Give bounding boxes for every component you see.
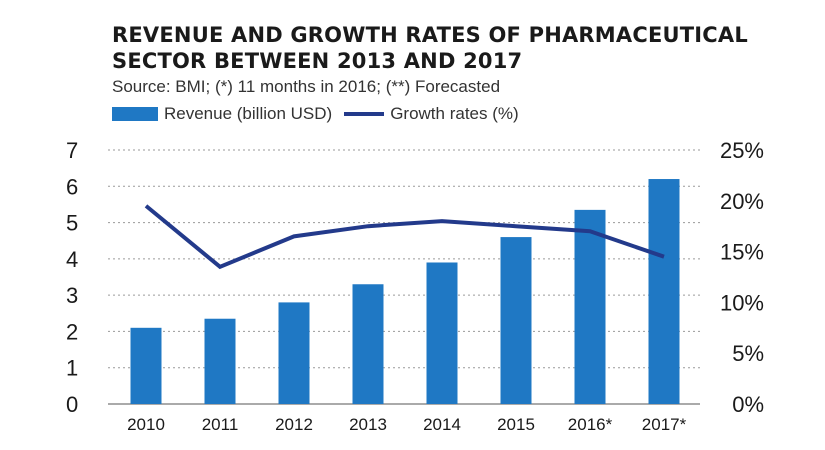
y-left-tick-label: 6	[66, 174, 78, 199]
y-right-tick-label: 15%	[720, 240, 764, 265]
bar-revenue	[352, 284, 384, 404]
chart-subtitle: Source: BMI; (*) 11 months in 2016; (**)…	[112, 77, 501, 96]
chart-title: REVENUE AND GROWTH RATES OF PHARMACEUTIC…	[112, 22, 752, 74]
bar-revenue	[648, 179, 680, 404]
bar-revenue	[130, 327, 162, 404]
y-right-tick-label: 0%	[732, 392, 764, 417]
x-tick-label: 2017*	[642, 415, 687, 434]
y-left-tick-label: 0	[66, 392, 78, 417]
bar-revenue	[204, 318, 236, 404]
legend-label-growth: Growth rates (%)	[390, 104, 519, 123]
chart-title-line-2: SECTOR BETWEEN 2013 AND 2017	[112, 49, 523, 73]
legend-label-revenue: Revenue (billion USD)	[164, 104, 333, 123]
legend-swatch-growth	[344, 112, 385, 116]
y-right-tick-label: 25%	[720, 138, 764, 163]
x-tick-label: 2013	[349, 415, 387, 434]
bar-revenue	[500, 237, 532, 404]
y-right-tick-label: 10%	[720, 290, 764, 315]
y-left-tick-label: 4	[66, 247, 78, 272]
y-left-tick-label: 2	[66, 319, 78, 344]
line-growth-rates	[144, 204, 665, 270]
bar-revenue	[574, 209, 606, 404]
x-tick-label: 2012	[275, 415, 313, 434]
y-left-tick-label: 3	[66, 283, 78, 308]
y-left-tick-label: 7	[66, 138, 78, 163]
x-tick-label: 2016*	[568, 415, 613, 434]
x-tick-label: 2015	[497, 415, 535, 434]
x-tick-label: 2011	[202, 415, 239, 434]
y-left-tick-label: 1	[66, 356, 78, 381]
legend: Revenue (billion USD) Growth rates (%)	[112, 103, 519, 125]
y-left-tick-label: 5	[66, 211, 78, 236]
bar-revenue	[278, 302, 310, 404]
x-tick-label: 2014	[423, 415, 461, 434]
y-right-tick-label: 20%	[720, 189, 764, 214]
y-right-tick-label: 5%	[732, 341, 764, 366]
bar-revenue	[426, 262, 458, 404]
chart-title-line-1: REVENUE AND GROWTH RATES OF PHARMACEUTIC…	[112, 23, 748, 47]
x-tick-label: 2010	[127, 415, 165, 434]
legend-swatch-revenue	[112, 107, 158, 121]
